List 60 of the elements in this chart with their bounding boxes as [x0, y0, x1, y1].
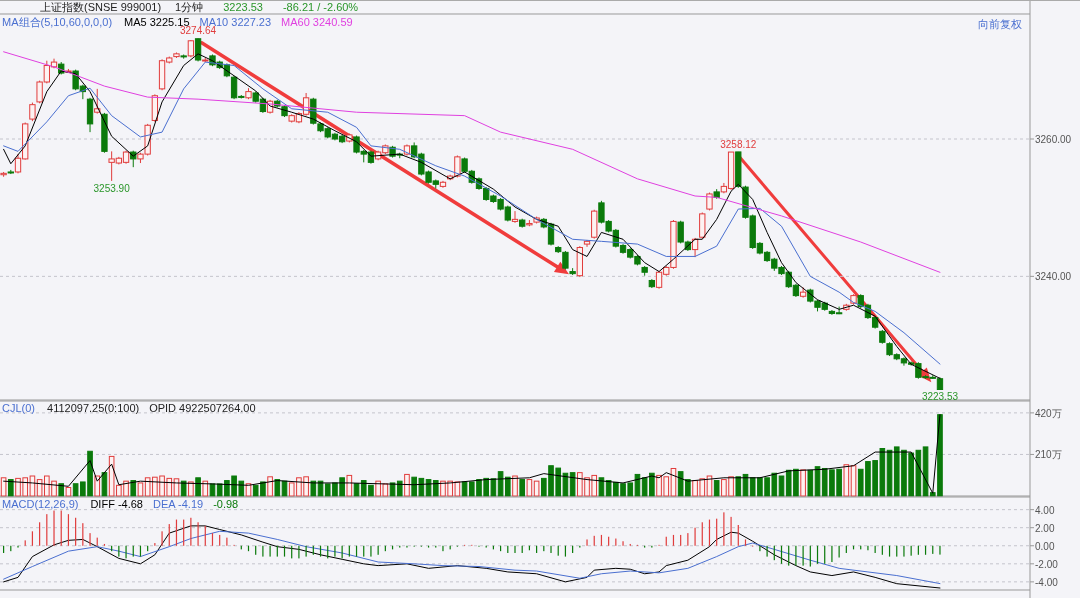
bar — [533, 480, 540, 497]
text: -86.21 / -2.60% — [282, 1, 359, 13]
bar — [778, 475, 785, 497]
bar — [735, 476, 742, 497]
chart-title: MACD(12,26,9) — [2, 498, 79, 510]
candlestick — [511, 210, 519, 224]
bar — [267, 476, 273, 497]
candlestick — [799, 286, 807, 299]
bar — [404, 473, 410, 497]
line-series — [3, 414, 941, 494]
text: 3253.90 — [93, 182, 130, 194]
candlestick — [29, 102, 36, 122]
chart-title: CJL(0) — [2, 402, 36, 414]
bar — [188, 481, 194, 497]
y-tick-label: 2.00 — [1035, 522, 1055, 534]
text: DEA -4.19 — [153, 498, 204, 510]
y-tick-label: -4.00 — [1035, 576, 1059, 588]
y-tick-label: 3260.00 — [1035, 134, 1072, 145]
bar — [202, 480, 209, 497]
annotation: 3223.53 — [921, 391, 959, 403]
text: MA5 3225.15 — [124, 16, 190, 28]
bar — [713, 480, 720, 497]
bar — [807, 469, 814, 497]
y-tick-label: -2.00 — [1035, 558, 1059, 570]
text: 3223.53 — [223, 1, 263, 13]
bar — [101, 472, 108, 497]
y-tick-label: 420万 — [1035, 407, 1062, 419]
y-tick-label: 3240.00 — [1035, 271, 1072, 283]
bar — [800, 469, 806, 497]
text: DIFF -4.68 — [90, 498, 143, 510]
bar — [58, 483, 65, 497]
annotation: 向前复权 — [978, 18, 1022, 30]
annotation: 4112097.25(0:100) — [47, 402, 140, 414]
bar — [519, 479, 526, 497]
bar — [137, 482, 144, 497]
bar — [569, 472, 576, 497]
y-tick-label: 0.00 — [1035, 540, 1055, 552]
text: 3258.12 — [720, 138, 757, 150]
candlestick — [562, 250, 569, 270]
annotation: OPID 4922507264.00 — [149, 402, 256, 414]
series-label: -0.98 — [213, 498, 239, 510]
bar — [0, 477, 7, 497]
bar — [274, 479, 281, 497]
bar — [512, 475, 518, 497]
bar — [346, 474, 353, 497]
bar — [65, 486, 72, 497]
text: MA60 3240.59 — [281, 16, 353, 28]
bar — [526, 479, 533, 497]
y-tick-label: 210万 — [1035, 449, 1062, 461]
candlestick — [699, 211, 706, 240]
bar — [598, 477, 605, 497]
text: 3274.64 — [180, 25, 217, 37]
chart-title: 上证指数(SNSE 999001) — [40, 1, 162, 13]
text: MA10 3227.23 — [199, 16, 272, 28]
bar — [843, 464, 850, 497]
bar — [195, 477, 201, 497]
line-series — [3, 51, 941, 273]
legend-title: MA组合(5,10,60,0,0,0) — [2, 16, 113, 28]
text: 1分钟 — [175, 1, 204, 13]
y-tick-label: 4.00 — [1035, 504, 1055, 516]
